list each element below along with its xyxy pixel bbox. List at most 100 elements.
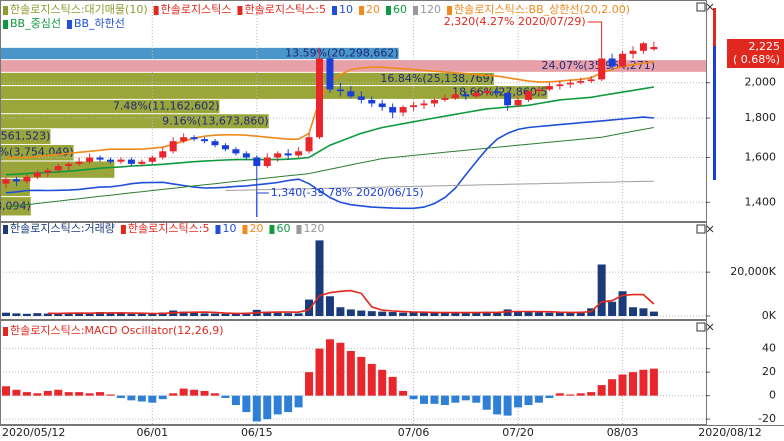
- bar: [534, 395, 543, 403]
- bar: [472, 395, 481, 403]
- bar: [503, 395, 512, 416]
- legend-label: 60: [276, 222, 290, 235]
- bar: [367, 311, 376, 316]
- bar: [22, 392, 31, 396]
- candle-body: [410, 105, 418, 108]
- volume-profile-label: 9.16%(13,673,860): [162, 114, 269, 127]
- close-button[interactable]: [706, 3, 714, 331]
- candle-body: [65, 163, 73, 167]
- bar: [336, 342, 345, 396]
- bar: [639, 369, 648, 396]
- legend-swatch: [242, 225, 248, 234]
- bar: [524, 312, 533, 316]
- bar: [221, 313, 230, 316]
- legend-label: 120: [420, 3, 441, 16]
- candle-body: [33, 172, 41, 177]
- bar: [409, 395, 418, 400]
- bar: [54, 312, 63, 316]
- bar: [357, 356, 366, 396]
- bar: [493, 395, 502, 415]
- candle-body: [148, 157, 156, 162]
- bar: [75, 392, 84, 396]
- range-indicator: [713, 46, 716, 180]
- x-tick-label: 07/06: [398, 426, 430, 439]
- candle-body: [577, 81, 585, 83]
- candle-body: [639, 43, 647, 51]
- bar: [378, 311, 387, 316]
- indicator-line: [5, 116, 654, 210]
- candle-body: [117, 159, 125, 162]
- candle-body: [159, 151, 167, 158]
- indicator-line: [47, 289, 655, 315]
- candle-body: [357, 96, 365, 100]
- legend-label: 10: [339, 3, 353, 16]
- legend-swatch: [413, 6, 418, 15]
- annotation-leader: [256, 192, 269, 217]
- bar: [451, 312, 460, 316]
- legend-swatch: [66, 20, 72, 29]
- bar: [284, 395, 293, 413]
- annotation-leader: [587, 21, 603, 33]
- bar: [420, 312, 428, 316]
- y-tick-label: 1,800: [745, 111, 777, 124]
- candle-body: [472, 92, 480, 97]
- bar: [231, 395, 240, 406]
- bar: [231, 313, 240, 316]
- legend-label: 한솔로지스틱스:거래량: [10, 222, 115, 235]
- candle-body: [2, 179, 10, 184]
- bar: [649, 368, 658, 396]
- bar: [179, 311, 188, 316]
- bar: [179, 388, 188, 396]
- candle-body: [347, 91, 355, 97]
- candle-body: [462, 94, 470, 97]
- indicator-line: [5, 86, 655, 176]
- legend-swatch: [269, 225, 275, 234]
- bar: [399, 312, 408, 316]
- volume-profile-bar: [0, 99, 220, 114]
- bar: [315, 240, 324, 316]
- legend-swatch: [3, 327, 8, 336]
- restore-button[interactable]: [696, 322, 706, 332]
- bar: [566, 394, 575, 396]
- candle-body: [138, 161, 146, 164]
- candle-body: [430, 99, 438, 104]
- legend-swatch: [359, 6, 364, 15]
- x-tick-label: 2020/05/12: [2, 426, 65, 439]
- bar: [357, 310, 366, 316]
- x-tick-label: 06/01: [136, 426, 168, 439]
- candle-body: [629, 50, 637, 54]
- bar: [305, 372, 314, 396]
- legend-swatch: [3, 20, 8, 29]
- y-tick-label: 20,000K: [730, 265, 776, 278]
- bar: [555, 393, 564, 396]
- bar: [75, 313, 84, 316]
- legend-label: 20: [366, 3, 380, 16]
- candle-body: [493, 91, 501, 93]
- legend-label: 한솔로지스틱스:MACD Oscillator(12,26,9): [10, 324, 224, 337]
- legend-swatch: [153, 6, 159, 15]
- last-price: 2,225: [749, 40, 781, 53]
- candle-body: [316, 58, 323, 138]
- legend-label: 60: [393, 3, 407, 16]
- bar: [116, 313, 125, 316]
- bar: [221, 395, 230, 398]
- bar: [430, 395, 439, 404]
- bar: [618, 374, 627, 396]
- x-tick-label: 08/03: [607, 426, 639, 439]
- legend-swatch: [3, 6, 8, 15]
- candle-body: [180, 137, 188, 142]
- bar: [587, 392, 596, 396]
- bar: [96, 392, 105, 396]
- candle-body: [295, 151, 303, 156]
- candle-body: [12, 179, 20, 182]
- legend-label: 한솔로지스틱스:5: [244, 3, 326, 16]
- bar: [242, 395, 251, 413]
- bar: [608, 301, 617, 316]
- bar: [2, 312, 10, 316]
- bar: [482, 395, 491, 410]
- price-pane-frame: [0, 0, 707, 222]
- bar: [148, 395, 157, 403]
- restore-button[interactable]: [696, 224, 706, 234]
- legend-swatch: [3, 225, 8, 234]
- restore-button[interactable]: [696, 2, 706, 12]
